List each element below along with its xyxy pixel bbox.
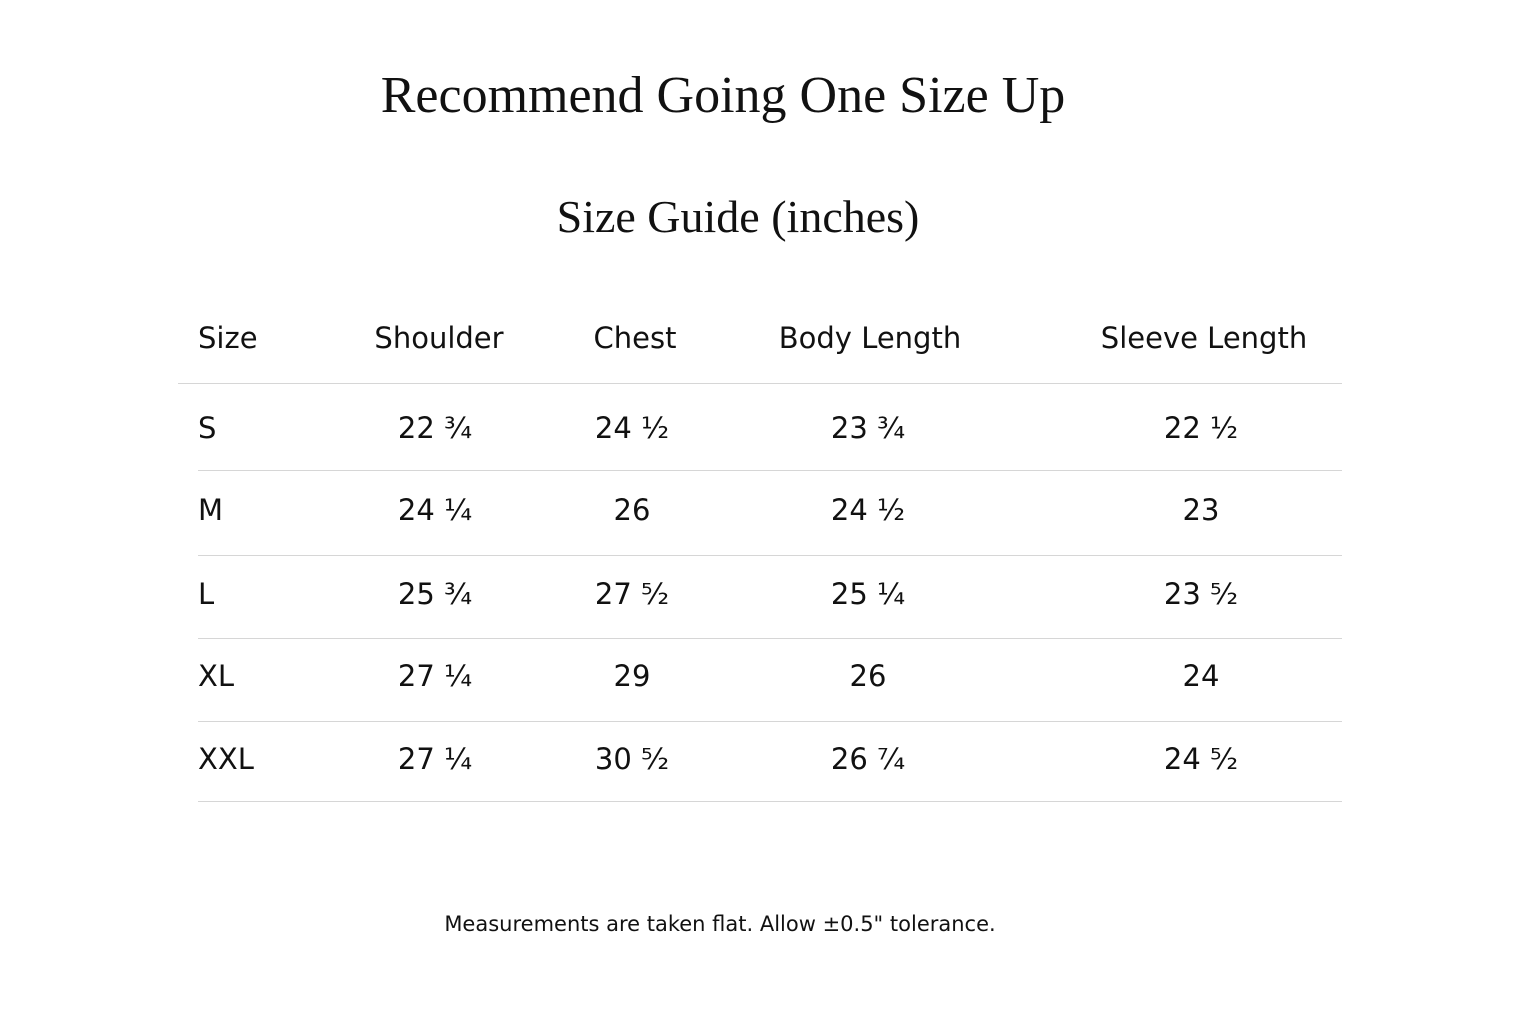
row-rule — [198, 638, 1342, 639]
title: Recommend Going One Size Up — [380, 67, 1066, 124]
measurement: 27 ⁵⁄₂ — [594, 577, 670, 611]
measurement: 24 ¼ — [397, 493, 473, 527]
column-header: Body Length — [778, 321, 962, 355]
measurement: 26 — [849, 659, 887, 693]
measurement: 23 ¾ — [830, 411, 906, 445]
row-rule — [198, 801, 1342, 802]
column-header: Size — [198, 321, 258, 355]
measurement: 26 — [613, 493, 651, 527]
size-label: S — [198, 411, 217, 445]
column-header: Shoulder — [374, 321, 504, 355]
measurement: 22 ½ — [1163, 411, 1239, 445]
header-rule — [178, 383, 1342, 384]
subtitle: Size Guide (inches) — [556, 191, 920, 242]
measurement: 29 — [613, 659, 651, 693]
measurement: 26 ⁷⁄₄ — [830, 742, 906, 776]
size-label: M — [198, 493, 224, 527]
row-rule — [198, 555, 1342, 556]
measurement: 23 — [1182, 493, 1220, 527]
size-label: L — [198, 577, 215, 611]
measurement: 23 ⁵⁄₂ — [1163, 577, 1239, 611]
measurement: 25 ¾ — [397, 577, 473, 611]
size-label: XXL — [198, 742, 254, 776]
measurement: 30 ⁵⁄₂ — [594, 742, 670, 776]
measurement: 22 ¾ — [397, 411, 473, 445]
column-header: Chest — [593, 321, 677, 355]
measurement: 24 ½ — [594, 411, 670, 445]
measurement: 27 ¼ — [397, 659, 473, 693]
measurement: 25 ¼ — [830, 577, 906, 611]
row-rule — [198, 470, 1342, 471]
column-header: Sleeve Length — [1100, 321, 1308, 355]
measurement: 24 ⁵⁄₂ — [1163, 742, 1239, 776]
measurement: 24 — [1182, 659, 1220, 693]
size-label: XL — [198, 659, 235, 693]
measurement: 24 ½ — [830, 493, 906, 527]
footnote: Measurements are taken flat. Allow ±0.5"… — [444, 912, 996, 936]
row-rule — [198, 721, 1342, 722]
measurement: 27 ¼ — [397, 742, 473, 776]
